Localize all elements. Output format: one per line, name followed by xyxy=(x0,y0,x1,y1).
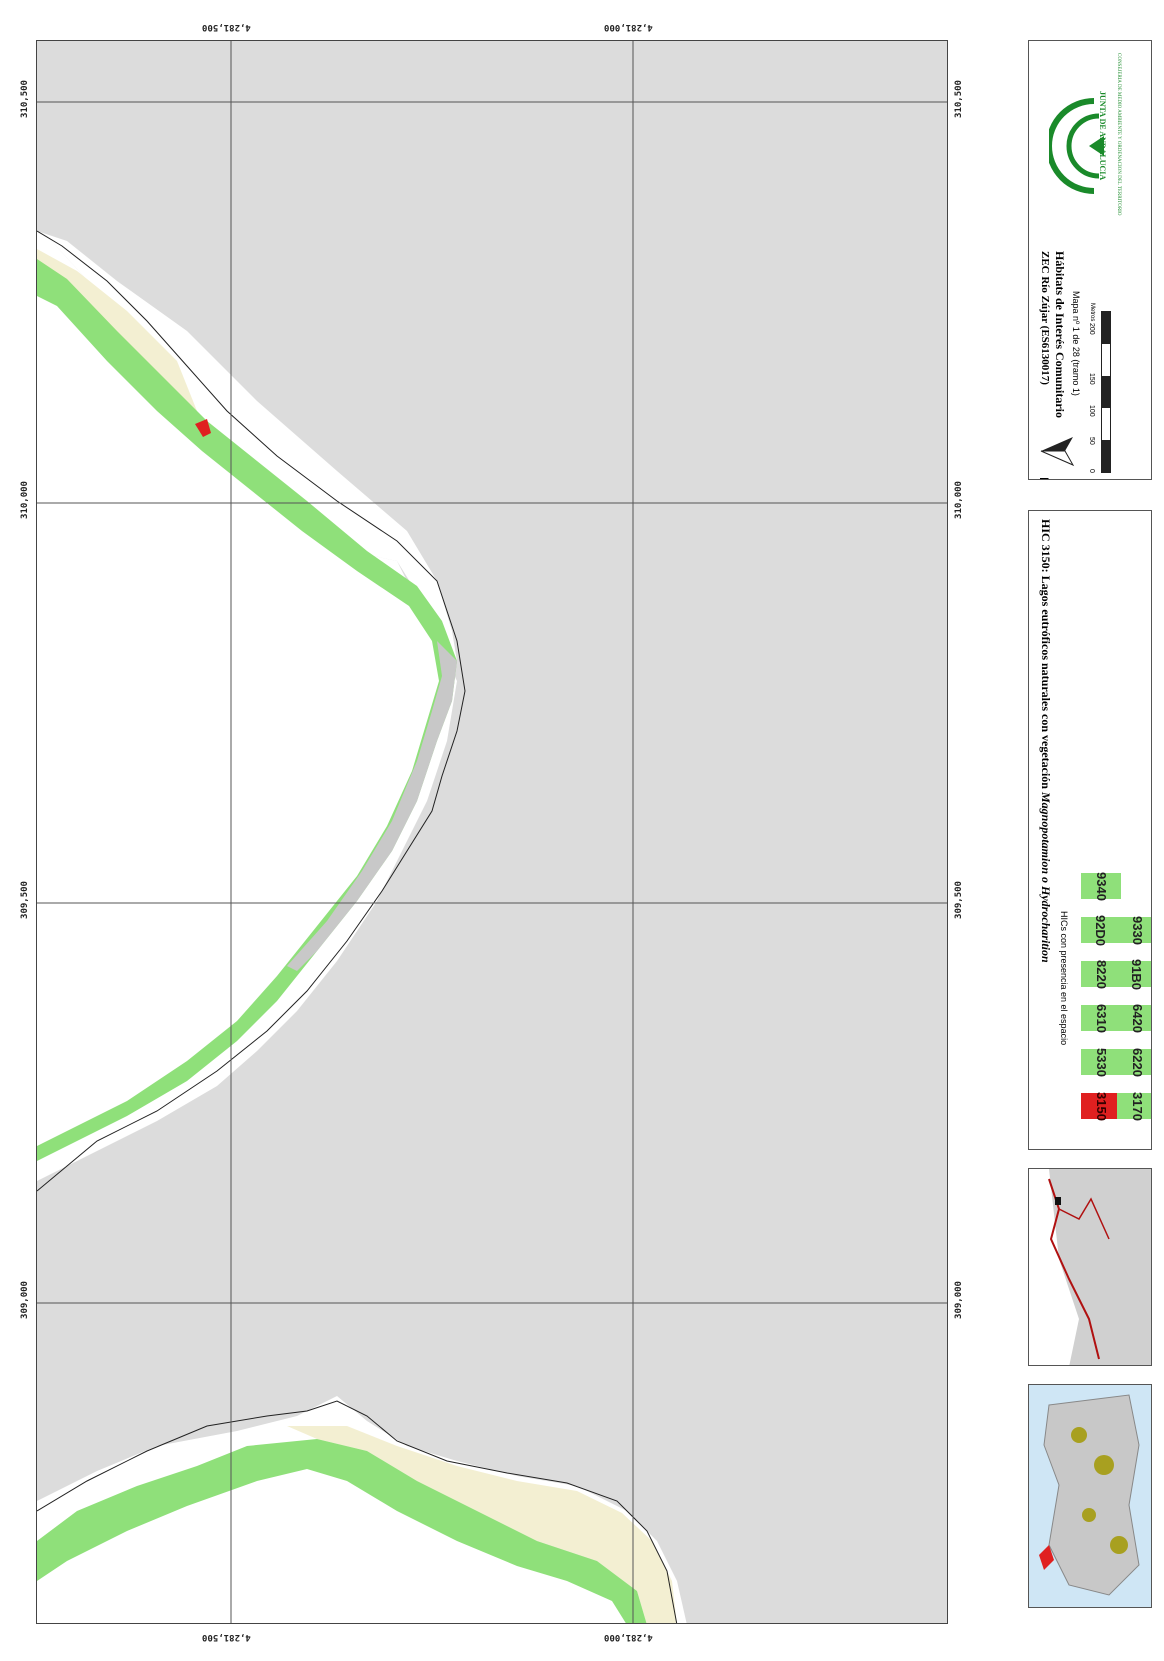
legend-code[interactable]: 9340 xyxy=(1081,872,1121,900)
upper-river xyxy=(37,230,466,1192)
legend-code[interactable]: 5330 xyxy=(1081,1048,1121,1076)
north-arrow-icon xyxy=(1037,431,1077,479)
title-block: ZEC Río Zújar (ES6130017) Hábitats de In… xyxy=(1028,40,1152,480)
logo-subtext: CONSEJERIA DE MEDIO AMBIENTE Y ORDENACIO… xyxy=(1116,53,1121,216)
locator-river-svg xyxy=(1029,1169,1151,1365)
river-water xyxy=(37,231,457,1181)
legend-title: HIC 3150: Lagos eutróficos naturales con… xyxy=(1038,519,1053,1149)
easting-label-left: 310,000 xyxy=(19,481,30,519)
lower-sand xyxy=(287,1426,677,1623)
easting-label-right: 309,000 xyxy=(953,1281,964,1319)
logo-text: JUNTA DE ANDALUCIA xyxy=(1098,91,1107,181)
easting-label-right: 310,500 xyxy=(953,80,964,118)
lower-green xyxy=(37,1439,647,1623)
locator-region-svg xyxy=(1039,1394,1140,1596)
legend-code[interactable]: 6220 xyxy=(1117,1048,1151,1076)
easting-label-left: 310,500 xyxy=(19,80,30,118)
legend-title-italic: Magnopotamion o Hydrocharition xyxy=(1039,791,1053,963)
map-frame[interactable] xyxy=(36,40,948,1624)
scale-label: 200 xyxy=(1088,323,1095,335)
lower-boundary-line xyxy=(37,1400,678,1623)
legend-code[interactable]: 9330 xyxy=(1117,916,1151,944)
scale-label: 150 xyxy=(1088,373,1095,385)
legend-code[interactable]: 6310 xyxy=(1081,1004,1121,1032)
lower-river xyxy=(37,1396,687,1623)
easting-label-left: 309,000 xyxy=(19,1281,30,1319)
locator-map-river[interactable] xyxy=(1028,1168,1152,1366)
junta-andalucia-logo xyxy=(1046,91,1109,201)
scale-unit: Metros xyxy=(1089,303,1095,322)
legend-code[interactable]: 3170 xyxy=(1117,1092,1151,1120)
easting-label-left: 309,500 xyxy=(19,881,30,919)
legend: HIC 3150: Lagos eutróficos naturales con… xyxy=(1028,510,1152,1150)
legend-code-3150[interactable]: 3150 xyxy=(1081,1092,1121,1120)
legend-code[interactable]: 6420 xyxy=(1117,1004,1151,1032)
locator-map-region[interactable] xyxy=(1028,1384,1152,1608)
space-title: ZEC Río Zújar (ES6130017) xyxy=(1039,251,1051,385)
easting-label-right: 309,500 xyxy=(953,881,964,919)
upper-boundary-line xyxy=(37,230,466,1192)
habitat-3150-patch xyxy=(195,419,211,437)
scale-label: 0 xyxy=(1088,469,1095,473)
northing-label-top: 4,281,500 xyxy=(202,22,251,32)
map-number: Mapa nº 1 de 28 (tramo 1) xyxy=(1071,291,1081,396)
legend-code[interactable]: 92D0 xyxy=(1081,914,1121,946)
map-canvas xyxy=(37,41,947,1623)
legend-code[interactable]: 91B0 xyxy=(1117,958,1151,990)
northing-label-bottom: 4,281,500 xyxy=(202,1632,251,1642)
easting-label-right: 310,000 xyxy=(953,481,964,519)
scale-label: 100 xyxy=(1088,405,1095,417)
north-label: N xyxy=(1037,477,1051,479)
scale-bar xyxy=(1101,311,1111,473)
northing-label-bottom: 4,281,000 xyxy=(604,1632,653,1642)
legend-title-main: HIC 3150: Lagos eutróficos naturales con… xyxy=(1039,519,1053,792)
subject-title: Hábitats de Interés Comunitario xyxy=(1053,251,1067,418)
legend-subtitle: HICs con presencia en el espacio xyxy=(1059,911,1069,1046)
scale-label: 50 xyxy=(1088,437,1095,445)
legend-code[interactable]: 8220 xyxy=(1081,960,1121,988)
grid xyxy=(37,41,947,1623)
northing-label-top: 4,281,000 xyxy=(604,22,653,32)
